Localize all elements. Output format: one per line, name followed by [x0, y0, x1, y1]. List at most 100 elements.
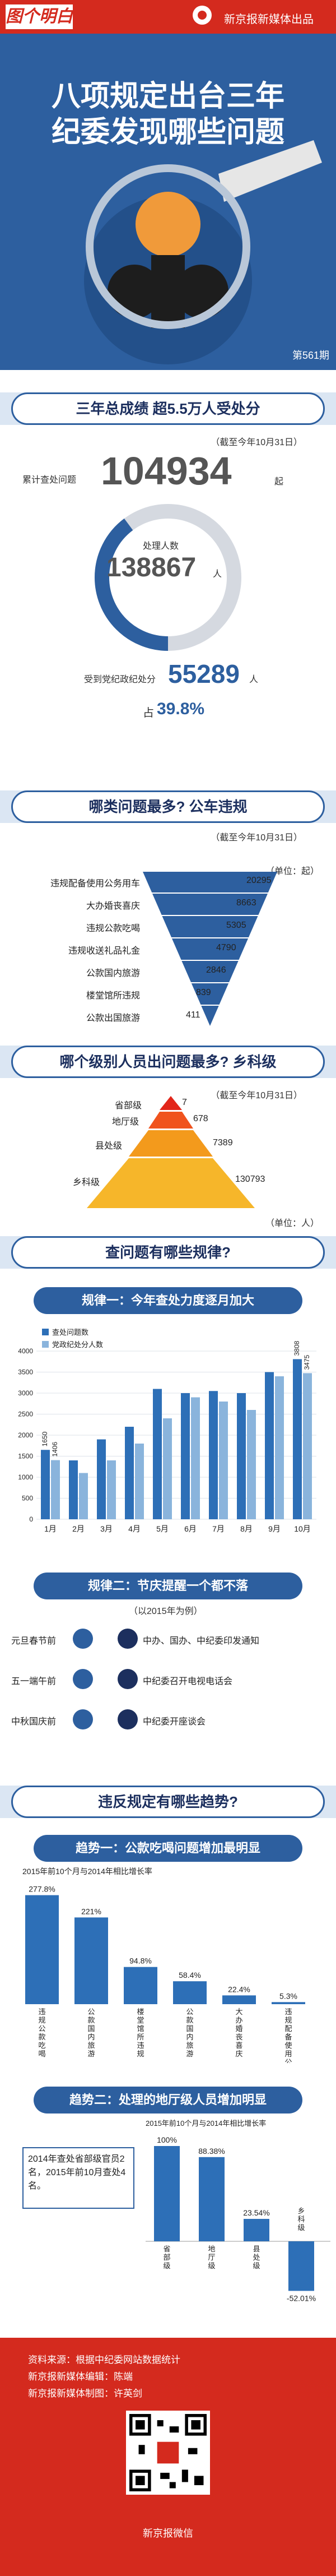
x-tick-label: 3月 [100, 1524, 113, 1533]
bar-查处问题数 [237, 1393, 246, 1519]
x-tick-label: 乡 [297, 2207, 305, 2215]
punished-value: 55289 [168, 659, 240, 688]
hero-illustration [84, 140, 322, 364]
category-value: 2846 [206, 965, 226, 975]
data-label: 5.3% [279, 1991, 297, 2000]
data-label: 58.4% [179, 1971, 201, 1980]
cases-unit: 起 [274, 477, 284, 487]
ring-fill [95, 504, 241, 651]
people-value: 138867 [106, 553, 197, 582]
bar-党政纪处分人数 [163, 1418, 172, 1519]
x-tick-label: 10月 [294, 1524, 311, 1533]
x-tick-label: 国 [87, 2024, 95, 2033]
x-tick-label: 国 [186, 2024, 193, 2033]
x-tick-label: 违 [137, 2041, 144, 2050]
section-title-patterns: 查问题有哪些规律? [11, 1236, 325, 1269]
data-label: -52.01% [287, 2293, 316, 2302]
x-tick-label: 违 [38, 2008, 45, 2016]
bar [222, 1995, 256, 2004]
x-tick-label: 吃 [38, 2041, 45, 2050]
document-icon [118, 1629, 138, 1649]
x-tick-label: 规 [38, 2016, 45, 2024]
bar-党政纪处分人数 [51, 1460, 60, 1519]
event-desc: 中办、国办、中纪委印发通知 [143, 1636, 260, 1646]
x-tick-label: 游 [87, 2050, 95, 2058]
x-tick-label: 9月 [268, 1524, 281, 1533]
x-tick-label: 规 [284, 2016, 292, 2024]
x-tick-label: 5月 [156, 1524, 169, 1533]
level-label: 省部级 [115, 1101, 142, 1111]
level-label: 乡科级 [73, 1178, 100, 1187]
x-tick-label: 处 [253, 2253, 260, 2261]
magnifier-handle-icon [218, 140, 322, 202]
bar-查处问题数 [69, 1460, 78, 1519]
rule2-note: （以2015年为例） [129, 1607, 203, 1616]
category-label: 楼堂馆所违规 [86, 991, 140, 1001]
bar-查处问题数 [265, 1372, 274, 1519]
category-value: 8663 [236, 898, 256, 908]
dragon-boat-icon [73, 1669, 93, 1689]
x-tick-label: 旅 [186, 2041, 193, 2050]
x-tick-label: 规 [137, 2050, 144, 2058]
document-icon [118, 1709, 138, 1729]
as-of-note: （截至今年10月31日） [211, 1091, 302, 1100]
callout-box: 2014年查处省部级官员2名，2015年前10月查处4名。 [22, 2147, 134, 2209]
data-label: 3808 [293, 1340, 301, 1356]
category-label: 公款国内旅游 [86, 969, 140, 978]
y-tick-label: 500 [22, 1495, 33, 1502]
x-tick-label: 丧 [235, 2033, 242, 2041]
punished-unit: 人 [249, 675, 259, 685]
x-tick-label: 大 [235, 2008, 242, 2016]
lantern-icon [73, 1629, 93, 1649]
section-title-trends: 违反规定有哪些趋势? [11, 1786, 325, 1818]
category-label: 公款出国旅游 [86, 1014, 140, 1023]
x-tick-label: 款 [87, 2016, 95, 2024]
category-label: 违规公款吃喝 [86, 924, 140, 933]
category-value: 20295 [246, 876, 272, 885]
level-value: 7 [182, 1098, 187, 1107]
level-label: 县处级 [95, 1141, 123, 1151]
level-pyramid [87, 1096, 255, 1208]
x-tick-label: 备 [284, 2033, 292, 2041]
x-tick-label: 喜 [235, 2041, 242, 2050]
x-tick-label: 级 [208, 2261, 215, 2270]
data-label: 221% [81, 1907, 101, 1916]
event-label: 中秋国庆前 [11, 1717, 57, 1727]
bar [154, 2146, 180, 2241]
y-tick-label: 4000 [18, 1347, 33, 1355]
bar-查处问题数 [293, 1359, 302, 1519]
legend-label: 党政纪处分人数 [52, 1340, 103, 1349]
x-tick-label: 馆 [137, 2024, 144, 2033]
unit-note: （单位：人） [265, 1219, 319, 1228]
level-value: 678 [193, 1114, 208, 1123]
x-tick-label: 4月 [128, 1524, 141, 1533]
level-value: 130793 [235, 1174, 265, 1184]
y-tick-label: 2500 [18, 1410, 33, 1418]
trend1-pill: 趋势一：公款吃喝问题增加最明显 [34, 1835, 302, 1862]
x-tick-label: 楼 [137, 2008, 144, 2016]
rule2-pill: 规律二：节庆提醒一个都不落 [34, 1573, 302, 1599]
x-tick-label: 使 [284, 2041, 292, 2050]
category-label: 违规收送礼品礼金 [68, 946, 140, 956]
bar [25, 1895, 59, 2004]
y-tick-label: 1000 [18, 1473, 33, 1481]
legend-swatch [42, 1329, 49, 1335]
category-value: 4790 [216, 943, 236, 952]
x-tick-label: 用 [284, 2050, 292, 2058]
y-tick-label: 1500 [18, 1453, 33, 1460]
x-tick-label: 1月 [44, 1524, 57, 1533]
category-label: 大办婚丧喜庆 [86, 901, 140, 911]
bar [124, 1967, 157, 2004]
bar [288, 2241, 314, 2291]
x-tick-label: 公 [38, 2024, 45, 2033]
x-tick-label: 省 [163, 2245, 170, 2253]
x-tick-label: 县 [253, 2245, 260, 2253]
x-tick-label: 内 [87, 2033, 95, 2041]
people-label: 处理人数 [143, 542, 179, 551]
level-label: 地厅级 [112, 1117, 139, 1127]
bar-党政纪处分人数 [303, 1373, 312, 1519]
qr-code-icon[interactable] [126, 2411, 210, 2495]
event-desc: 中纪委开座谈会 [143, 1717, 206, 1727]
hero-title-line2: 纪委发现哪些问题 [51, 116, 284, 149]
